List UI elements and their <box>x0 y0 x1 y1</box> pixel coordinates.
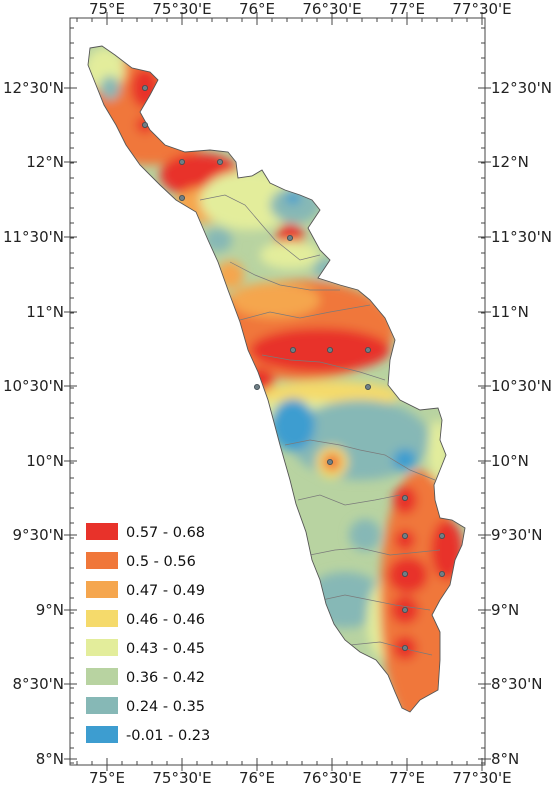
bottom-tick-label: 76°E <box>239 769 275 787</box>
top-tick-label: 76°30'E <box>302 0 361 18</box>
legend-item: 0.43 - 0.45 <box>86 639 205 657</box>
legend-label: 0.24 - 0.35 <box>126 699 205 715</box>
right-tick-label: 10°30'N <box>491 377 552 395</box>
legend-label: 0.47 - 0.49 <box>126 583 205 599</box>
legend-swatch <box>86 639 118 656</box>
legend-item: 0.47 - 0.49 <box>86 581 205 599</box>
right-tick-label: 9°30'N <box>491 526 542 544</box>
bottom-tick-label: 75°30'E <box>152 769 211 787</box>
legend-item: 0.36 - 0.42 <box>86 668 205 686</box>
bottom-tick-label: 77°30'E <box>452 769 511 787</box>
bottom-tick-label: 75°E <box>89 769 125 787</box>
right-tick-label: 9°N <box>491 601 519 619</box>
station-markers <box>141 85 445 652</box>
legend-item: -0.01 - 0.23 <box>86 726 210 744</box>
left-tick-label: 12°30'N <box>3 79 64 97</box>
left-tick-label: 11°30'N <box>3 228 64 246</box>
top-tick-label: 75°E <box>89 0 125 18</box>
right-tick-label: 12°N <box>491 153 529 171</box>
legend-item: 0.57 - 0.68 <box>86 523 205 541</box>
right-tick-label: 11°30'N <box>491 228 552 246</box>
legend-swatch <box>86 726 118 743</box>
right-tick-label: 10°N <box>491 452 529 470</box>
legend-item: 0.5 - 0.56 <box>86 552 196 570</box>
legend: 0.57 - 0.68 0.5 - 0.56 0.47 - 0.49 0.46 - 0… <box>86 523 210 744</box>
left-tick-label: 9°30'N <box>13 526 64 544</box>
right-tick-label: 12°30'N <box>491 79 552 97</box>
tick-marks <box>64 12 491 771</box>
top-tick-label: 76°E <box>239 0 275 18</box>
legend-swatch <box>86 581 118 598</box>
legend-swatch <box>86 552 118 569</box>
top-tick-label: 75°30'E <box>152 0 211 18</box>
left-tick-label: 10°30'N <box>3 377 64 395</box>
bottom-tick-label: 76°30'E <box>302 769 361 787</box>
left-tick-label: 11°N <box>26 303 64 321</box>
right-tick-label: 8°N <box>491 750 519 768</box>
legend-swatch <box>86 610 118 627</box>
left-tick-label: 10°N <box>26 452 64 470</box>
legend-label: 0.5 - 0.56 <box>126 554 196 570</box>
tick-labels: 75°E 75°30'E 76°E 76°30'E 77°E 77°30'E 75°E 75°… <box>3 0 552 787</box>
left-tick-label: 9°N <box>36 601 64 619</box>
left-tick-label: 8°30'N <box>13 675 64 693</box>
legend-item: 0.46 - 0.46 <box>86 610 205 628</box>
legend-swatch <box>86 523 118 540</box>
legend-label: 0.57 - 0.68 <box>126 525 205 541</box>
left-tick-label: 8°N <box>36 750 64 768</box>
top-tick-label: 77°E <box>389 0 425 18</box>
legend-swatch <box>86 668 118 685</box>
right-tick-label: 8°30'N <box>491 675 542 693</box>
bottom-tick-label: 77°E <box>389 769 425 787</box>
legend-label: 0.43 - 0.45 <box>126 641 205 657</box>
legend-item: 0.24 - 0.35 <box>86 697 205 715</box>
right-tick-label: 11°N <box>491 303 529 321</box>
legend-label: 0.36 - 0.42 <box>126 670 205 686</box>
top-tick-label: 77°30'E <box>452 0 511 18</box>
left-tick-label: 12°N <box>26 153 64 171</box>
legend-swatch <box>86 697 118 714</box>
legend-label: 0.46 - 0.46 <box>126 612 205 628</box>
legend-label: -0.01 - 0.23 <box>126 728 210 744</box>
